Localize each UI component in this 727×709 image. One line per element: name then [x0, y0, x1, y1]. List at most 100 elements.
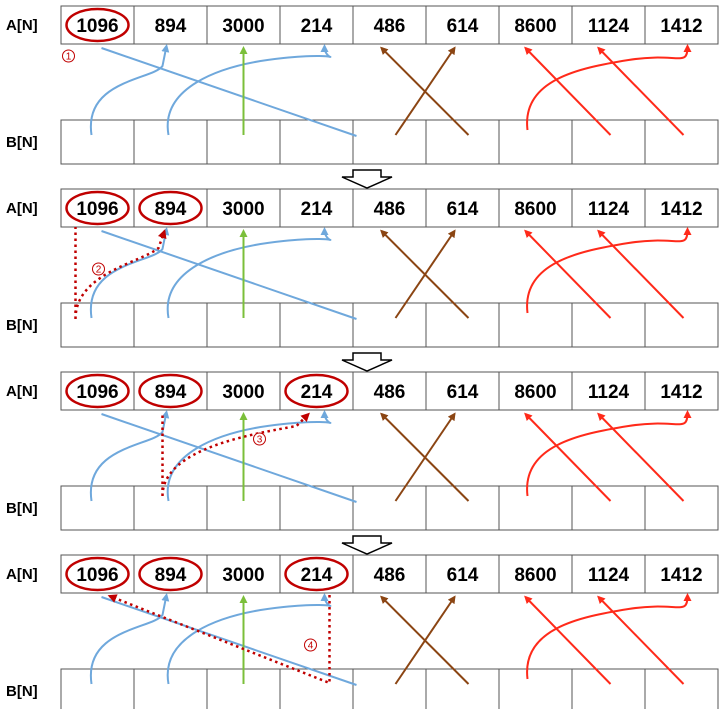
b-cell: [352, 485, 427, 531]
a-cell: [206, 188, 281, 228]
dotted-step-path: [74, 227, 165, 320]
b-cell: [644, 668, 719, 709]
a-row-label: A[N]: [6, 383, 38, 400]
a-cell: [644, 5, 719, 45]
a-cell-value: 614: [447, 16, 479, 37]
blue-curve-arrow: [166, 593, 332, 685]
panel-3: A[N] B[N] 1096 894 3000 214 486 614 8600 1124 1412…: [6, 371, 719, 555]
b-cell: [571, 485, 646, 531]
a-cell: [571, 5, 646, 45]
highlight-ellipse: [65, 190, 130, 226]
a-cell-value: 214: [301, 16, 333, 37]
red-curve-arrow: [526, 593, 692, 680]
a-row-label: A[N]: [6, 17, 38, 34]
a-cell-value: 3000: [222, 199, 264, 220]
b-cell: [571, 119, 646, 165]
a-cell: [60, 554, 135, 594]
panel-2: A[N] B[N] 1096 894 3000 214 486 614 8600 1124 1412…: [6, 188, 719, 372]
a-cell-value: 1412: [660, 382, 702, 403]
blue-curve-arrow: [90, 44, 170, 136]
b-cell: [498, 668, 573, 709]
a-cell-value: 214: [301, 565, 333, 586]
a-cell-value: 1096: [76, 565, 118, 586]
a-cell-value: 1124: [588, 16, 630, 37]
a-cell-value: 8600: [514, 382, 556, 403]
brown-arrow: [380, 229, 470, 319]
a-cell: [352, 554, 427, 594]
dotted-step-path: [161, 412, 309, 497]
b-cell: [425, 668, 500, 709]
blue-diagonal-line: [101, 47, 357, 137]
b-cell: [498, 485, 573, 531]
a-cell: [571, 371, 646, 411]
b-cell: [60, 302, 135, 348]
blue-diagonal-line: [101, 413, 357, 503]
b-cell: [279, 485, 354, 531]
a-cell-value: 614: [447, 199, 479, 220]
blue-diagonal-line: [101, 230, 357, 320]
panel-4: A[N] B[N] 1096 894 3000 214 486 614 8600 1124 1412…: [6, 554, 719, 709]
red-arrow: [524, 229, 612, 319]
a-cell-value: 214: [301, 382, 333, 403]
a-cell-value: 894: [155, 199, 187, 220]
b-cell: [498, 119, 573, 165]
b-cell: [571, 302, 646, 348]
a-cell: [60, 188, 135, 228]
b-cell: [60, 668, 135, 709]
step-number-badge: [62, 49, 75, 63]
b-row-label: B[N]: [6, 500, 38, 517]
a-row-label: A[N]: [6, 566, 38, 583]
b-cell: [644, 302, 719, 348]
b-cell: [425, 119, 500, 165]
step-number-badge: [92, 262, 105, 276]
a-cell-value: 894: [155, 565, 187, 586]
b-cell: [133, 485, 208, 531]
b-cell: [352, 668, 427, 709]
blue-curve-arrow: [90, 227, 170, 319]
step-number: 1: [66, 52, 72, 63]
a-cell: [644, 371, 719, 411]
a-cell: [133, 371, 208, 411]
a-cell: [352, 371, 427, 411]
a-cell-value: 1412: [660, 16, 702, 37]
highlight-ellipse: [138, 556, 203, 592]
brown-arrow: [380, 46, 470, 136]
a-cell: [644, 554, 719, 594]
b-row-label: B[N]: [6, 683, 38, 700]
a-cell: [498, 5, 573, 45]
a-cell-value: 1124: [588, 382, 630, 403]
blue-curve-arrow: [166, 227, 332, 319]
a-cell-value: 1096: [76, 382, 118, 403]
b-cell: [571, 668, 646, 709]
a-cell: [133, 188, 208, 228]
b-cell: [644, 119, 719, 165]
highlight-ellipse: [138, 373, 203, 409]
a-cell: [425, 5, 500, 45]
blue-curve-arrow: [166, 44, 332, 136]
b-cell: [352, 302, 427, 348]
a-cell: [571, 554, 646, 594]
a-cell: [352, 5, 427, 45]
blue-curve-arrow: [90, 593, 170, 685]
a-cell: [644, 188, 719, 228]
step-number: 4: [308, 641, 314, 652]
highlight-ellipse: [65, 7, 130, 43]
b-cell: [644, 485, 719, 531]
b-cell: [133, 302, 208, 348]
a-cell-value: 1096: [76, 199, 118, 220]
a-cell: [206, 554, 281, 594]
a-cell-value: 486: [374, 16, 406, 37]
a-cell: [133, 5, 208, 45]
b-cell: [133, 668, 208, 709]
a-cell-value: 8600: [514, 199, 556, 220]
a-cell: [425, 188, 500, 228]
highlight-ellipse: [284, 556, 349, 592]
a-cell-value: 1124: [588, 565, 630, 586]
a-cell: [352, 188, 427, 228]
a-cell-value: 486: [374, 565, 406, 586]
a-cell-value: 1412: [660, 199, 702, 220]
blue-diagonal-line: [101, 596, 357, 686]
step-number-badge: [253, 432, 266, 446]
b-cell: [425, 485, 500, 531]
red-curve-arrow: [526, 227, 692, 314]
